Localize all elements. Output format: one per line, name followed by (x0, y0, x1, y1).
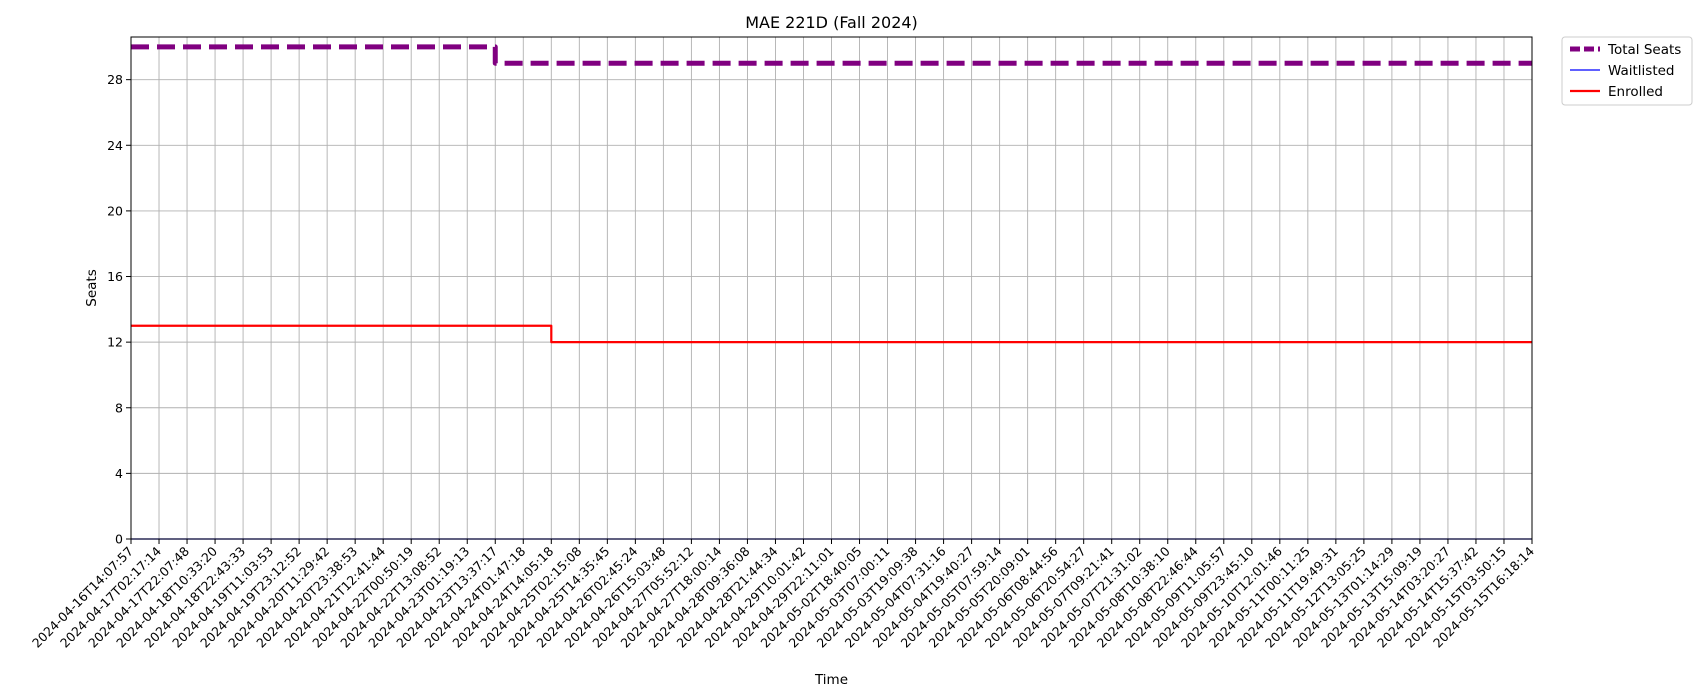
legend-box (1561, 36, 1693, 106)
legend: Total Seats Waitlisted Enrolled (1561, 36, 1693, 106)
x-axis-label: Time (814, 672, 848, 688)
y-tick-label: 16 (107, 269, 123, 284)
x-axis-ticks: 2024-04-16T14:07:572024-04-17T02:17:1420… (29, 539, 1537, 651)
legend-label: Waitlisted (1608, 63, 1675, 79)
y-tick-label: 28 (107, 72, 123, 87)
y-tick-label: 4 (115, 466, 123, 481)
y-tick-label: 8 (115, 400, 123, 415)
y-axis-label: Seats (84, 269, 100, 306)
y-axis-ticks: 0 4 8 12 16 20 24 28 (107, 72, 131, 547)
y-tick-label: 0 (115, 532, 123, 547)
y-tick-label: 24 (107, 138, 123, 153)
y-tick-label: 20 (107, 203, 123, 218)
grid-layer (130, 37, 1533, 540)
y-tick-label: 12 (107, 335, 123, 350)
series-line-enrolled (131, 324, 1532, 344)
chart-title: MAE 221D (Fall 2024) (745, 13, 918, 32)
legend-label: Enrolled (1608, 84, 1663, 100)
legend-label: Total Seats (1607, 42, 1681, 58)
series-line-total-seats (131, 44, 1532, 66)
